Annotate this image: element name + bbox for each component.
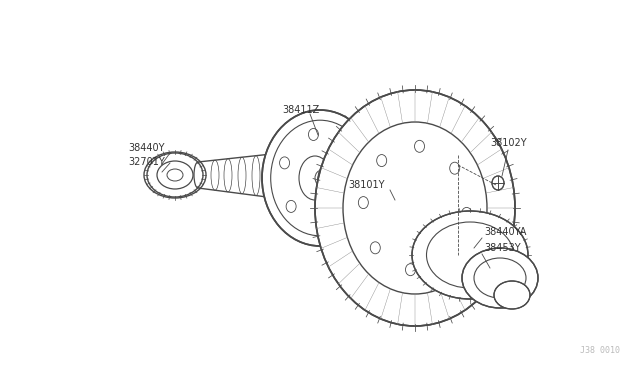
Text: 38102Y: 38102Y — [490, 138, 527, 148]
Text: 38101Y: 38101Y — [348, 180, 385, 190]
Text: 38453Y: 38453Y — [484, 243, 520, 253]
Text: 38440Y: 38440Y — [128, 143, 164, 153]
Text: 38411Z: 38411Z — [282, 105, 319, 115]
Text: 38440YA: 38440YA — [484, 227, 526, 237]
Ellipse shape — [315, 90, 515, 326]
Ellipse shape — [262, 110, 378, 246]
Ellipse shape — [492, 176, 504, 190]
Ellipse shape — [412, 211, 528, 299]
Ellipse shape — [144, 152, 206, 198]
Text: J38 0010: J38 0010 — [580, 346, 620, 355]
Text: 32701Y: 32701Y — [128, 157, 164, 167]
Ellipse shape — [462, 248, 538, 308]
Ellipse shape — [494, 281, 530, 309]
